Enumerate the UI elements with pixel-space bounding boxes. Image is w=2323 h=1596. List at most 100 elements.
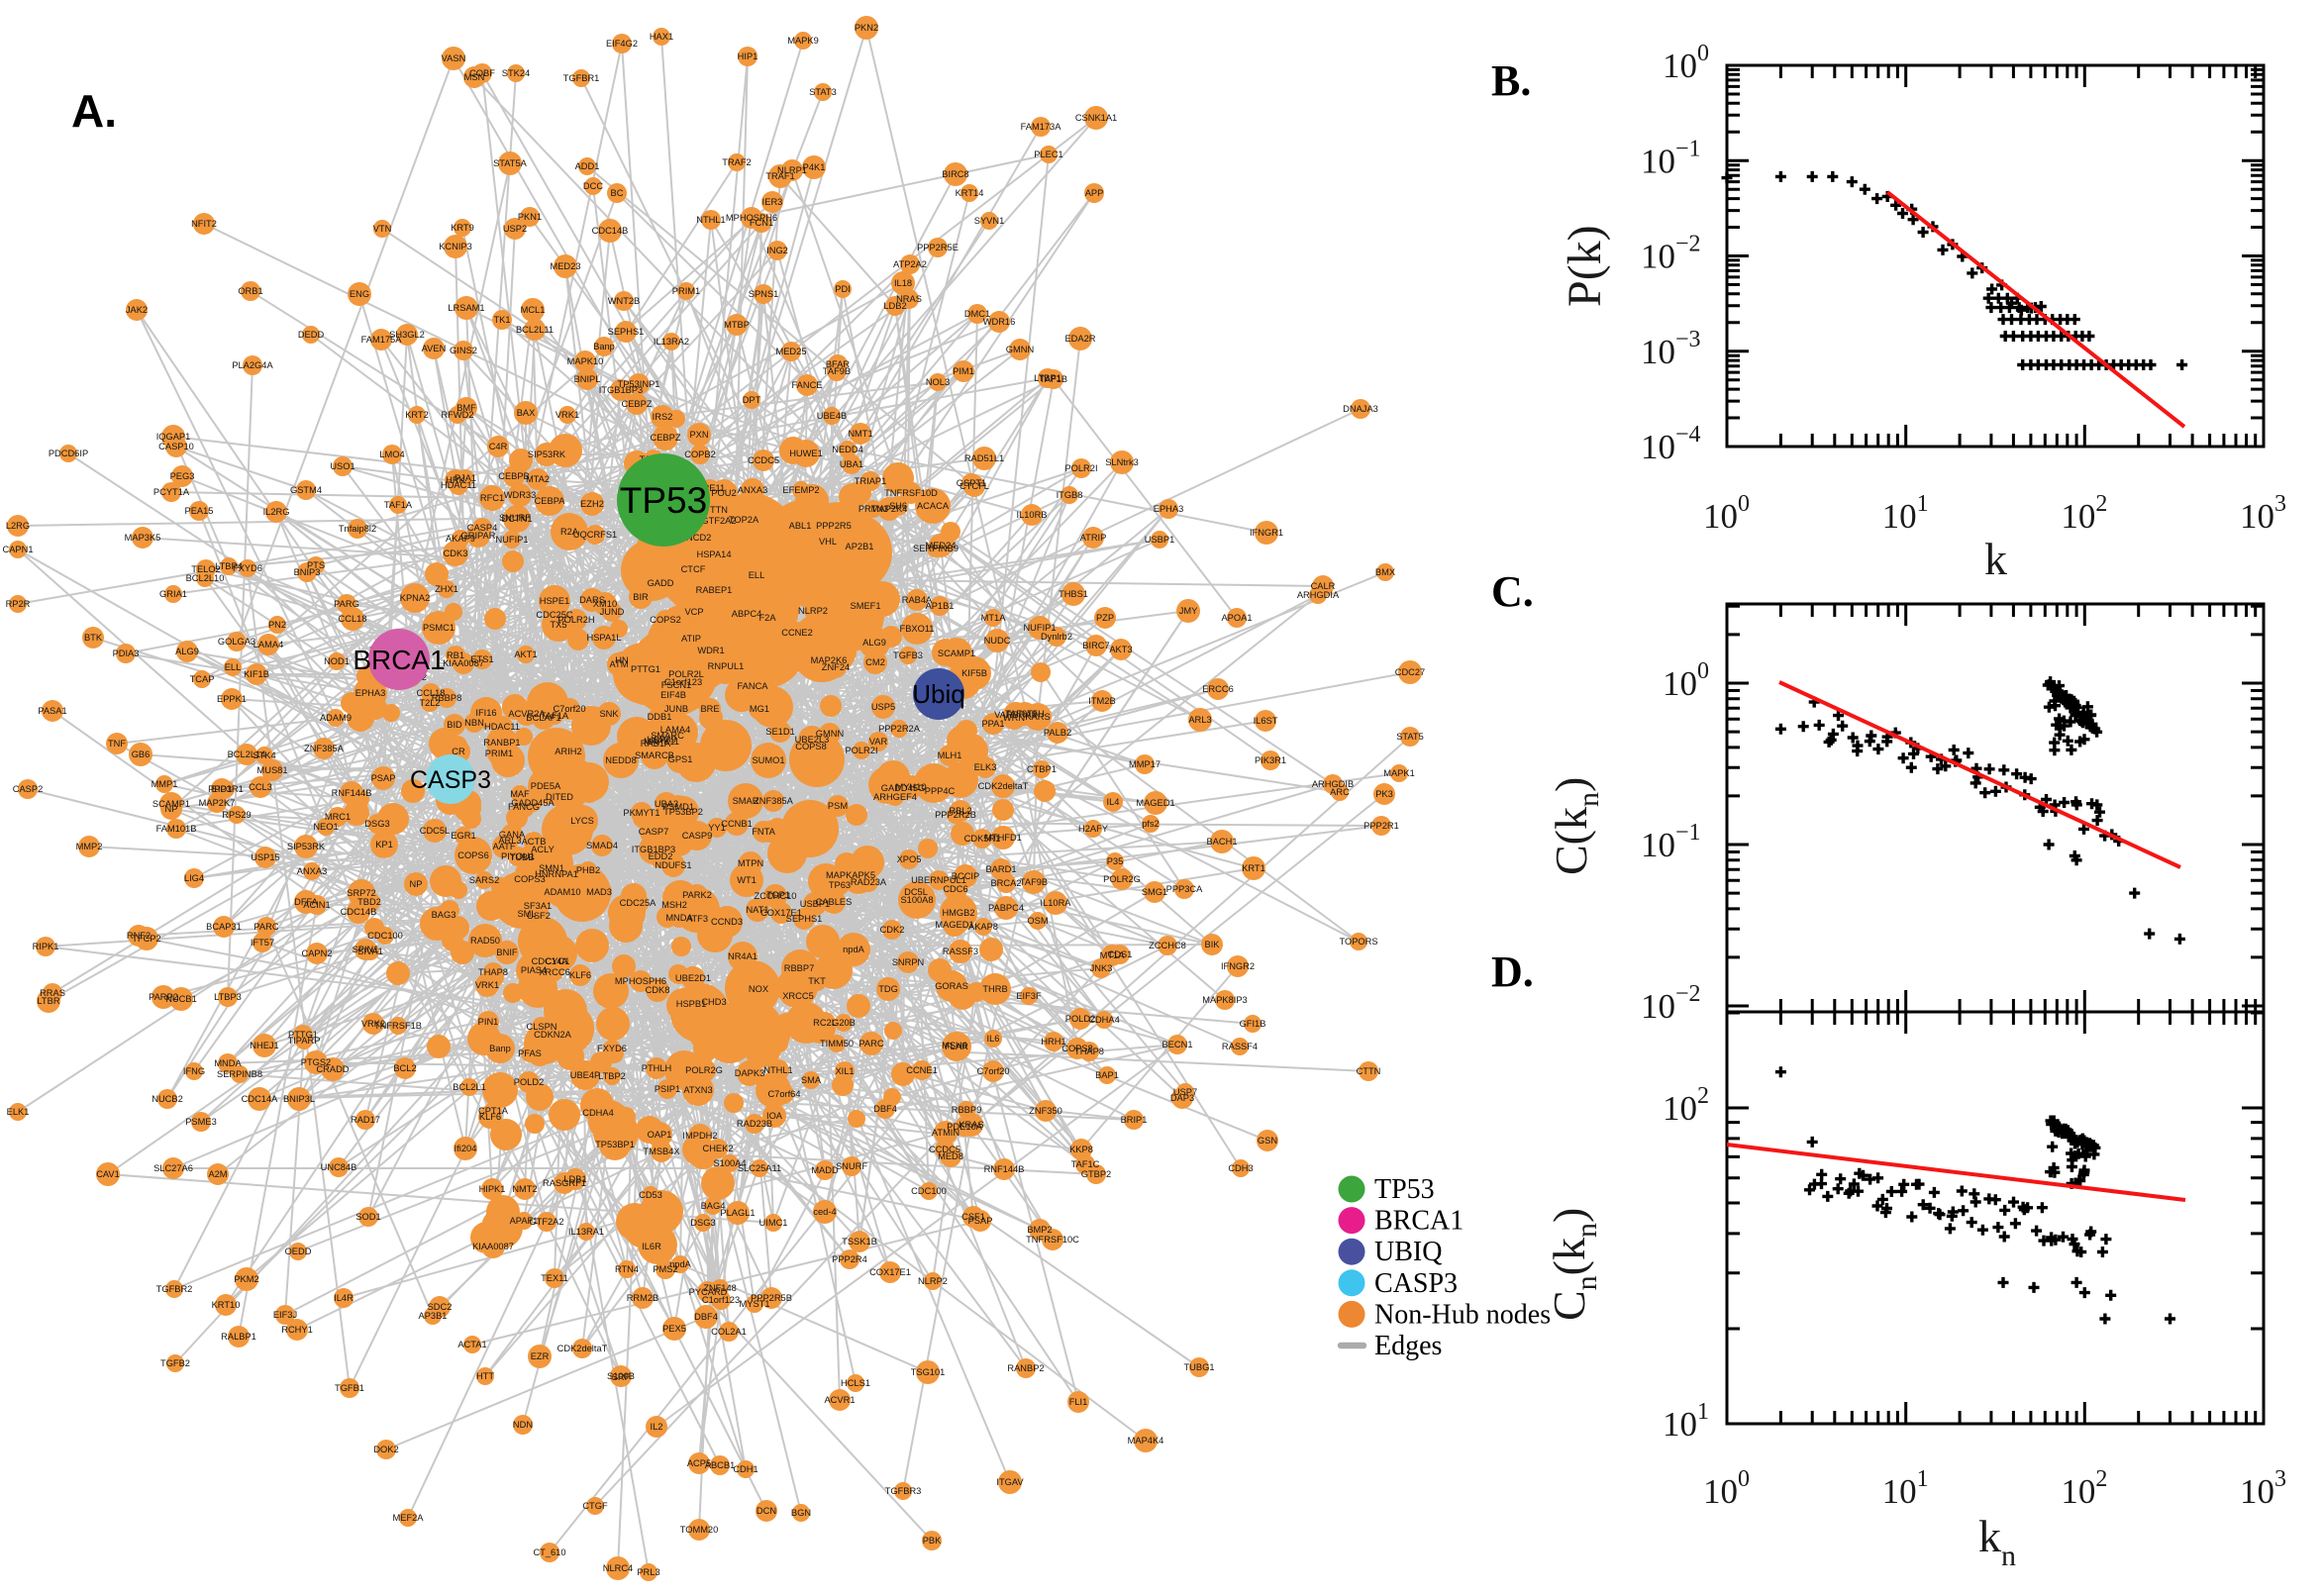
svg-text:PPP3CA: PPP3CA bbox=[1166, 884, 1203, 894]
svg-text:CTCF: CTCF bbox=[681, 564, 706, 574]
svg-text:EDA2R: EDA2R bbox=[1064, 334, 1095, 344]
svg-text:MG1: MG1 bbox=[750, 704, 769, 714]
svg-text:BRCA2: BRCA2 bbox=[990, 878, 1021, 888]
svg-text:KRAS: KRAS bbox=[959, 1120, 983, 1130]
svg-text:NOD1: NOD1 bbox=[324, 656, 350, 666]
svg-text:HTT: HTT bbox=[476, 1371, 494, 1381]
svg-text:AKAP9: AKAP9 bbox=[446, 534, 475, 544]
svg-text:MED24: MED24 bbox=[925, 541, 956, 550]
svg-text:PPP2R4: PPP2R4 bbox=[832, 1254, 867, 1264]
svg-text:MTPN: MTPN bbox=[738, 858, 763, 868]
svg-text:SUMO1: SUMO1 bbox=[752, 755, 784, 765]
svg-text:GSN: GSN bbox=[1258, 1136, 1277, 1146]
svg-text:DC5L: DC5L bbox=[904, 887, 928, 897]
svg-text:EIF3J: EIF3J bbox=[273, 1310, 297, 1320]
svg-text:MRE11: MRE11 bbox=[695, 483, 725, 493]
svg-text:PKN1: PKN1 bbox=[518, 212, 542, 222]
svg-text:KIF5B: KIF5B bbox=[961, 668, 987, 678]
svg-text:GADD45A: GADD45A bbox=[511, 798, 555, 808]
svg-text:T2L2: T2L2 bbox=[419, 698, 440, 708]
svg-text:TP53: TP53 bbox=[620, 480, 707, 521]
svg-text:POLR2I: POLR2I bbox=[1064, 463, 1097, 473]
svg-text:TIPARP: TIPARP bbox=[288, 1036, 321, 1046]
svg-text:BFAR: BFAR bbox=[826, 359, 851, 369]
svg-text:BECN1: BECN1 bbox=[1162, 1040, 1192, 1049]
svg-text:KLF6: KLF6 bbox=[569, 970, 591, 980]
svg-text:IER3: IER3 bbox=[762, 197, 783, 207]
svg-text:FANCA: FANCA bbox=[738, 681, 769, 691]
svg-text:DCTN1: DCTN1 bbox=[502, 514, 533, 524]
svg-text:HRK: HRK bbox=[446, 475, 465, 485]
svg-text:UQCRFS1: UQCRFS1 bbox=[573, 530, 617, 540]
svg-text:DDB1: DDB1 bbox=[648, 712, 672, 722]
svg-text:NLRP2: NLRP2 bbox=[798, 606, 828, 616]
svg-text:BAP1: BAP1 bbox=[1095, 1070, 1119, 1080]
svg-text:MPHOSPH6: MPHOSPH6 bbox=[726, 213, 777, 223]
svg-text:DCN: DCN bbox=[757, 1506, 776, 1516]
svg-text:RAB1A: RAB1A bbox=[641, 739, 671, 748]
svg-text:RB1: RB1 bbox=[447, 650, 464, 660]
svg-text:TBD2: TBD2 bbox=[357, 897, 381, 907]
svg-text:ZNF148: ZNF148 bbox=[703, 1283, 737, 1293]
svg-text:MAP2K4: MAP2K4 bbox=[871, 504, 908, 514]
svg-text:IL6: IL6 bbox=[987, 1034, 1000, 1044]
svg-text:KCNIP3: KCNIP3 bbox=[439, 242, 472, 251]
svg-text:HSPE1: HSPE1 bbox=[540, 596, 570, 606]
svg-text:NDN: NDN bbox=[513, 1420, 533, 1430]
svg-text:CHEK2: CHEK2 bbox=[702, 1144, 733, 1153]
svg-text:CD53: CD53 bbox=[639, 1190, 662, 1200]
svg-text:S100B: S100B bbox=[607, 1371, 635, 1381]
svg-text:KIF1B: KIF1B bbox=[244, 669, 269, 679]
svg-text:JMY: JMY bbox=[1179, 606, 1198, 616]
svg-text:PK3: PK3 bbox=[1375, 789, 1393, 799]
svg-text:ARC: ARC bbox=[1330, 787, 1350, 797]
svg-text:PTTG1: PTTG1 bbox=[631, 664, 660, 674]
svg-text:SIVA1: SIVA1 bbox=[357, 947, 383, 956]
svg-text:CDC100: CDC100 bbox=[911, 1186, 947, 1196]
svg-text:IFI16: IFI16 bbox=[475, 708, 496, 718]
svg-text:ARHGDIB: ARHGDIB bbox=[1312, 779, 1354, 789]
svg-text:THAP8: THAP8 bbox=[478, 967, 508, 977]
svg-text:PTGS2: PTGS2 bbox=[301, 1057, 331, 1067]
svg-text:ELL: ELL bbox=[225, 662, 242, 672]
svg-text:IOA: IOA bbox=[766, 1111, 783, 1121]
svg-text:PSM: PSM bbox=[828, 801, 848, 811]
svg-text:VAR: VAR bbox=[869, 737, 888, 747]
svg-text:ZHX1: ZHX1 bbox=[435, 584, 458, 594]
svg-text:PRTN3: PRTN3 bbox=[858, 504, 888, 514]
svg-text:TIMM50: TIMM50 bbox=[820, 1039, 854, 1048]
svg-text:PSMD1: PSMD1 bbox=[662, 802, 694, 812]
svg-text:CDK2deltaT: CDK2deltaT bbox=[978, 781, 1029, 791]
svg-text:TAF1A: TAF1A bbox=[541, 711, 569, 721]
svg-text:RBL2: RBL2 bbox=[949, 806, 971, 816]
svg-text:OEDD: OEDD bbox=[285, 1247, 312, 1256]
svg-text:TOP1: TOP1 bbox=[766, 890, 790, 900]
svg-text:APP: APP bbox=[1085, 188, 1104, 198]
svg-text:P4K1: P4K1 bbox=[803, 162, 826, 172]
svg-text:ADAM9: ADAM9 bbox=[320, 713, 352, 723]
svg-text:LMO4: LMO4 bbox=[379, 449, 404, 459]
svg-text:SMAD4: SMAD4 bbox=[586, 841, 618, 850]
svg-text:STK4: STK4 bbox=[252, 750, 275, 760]
svg-text:GRIA1: GRIA1 bbox=[159, 589, 187, 599]
svg-text:TP53BP1: TP53BP1 bbox=[595, 1140, 635, 1149]
svg-text:LTBP3: LTBP3 bbox=[214, 992, 242, 1002]
svg-text:MAGED1: MAGED1 bbox=[935, 920, 973, 930]
svg-text:TGFBR1: TGFBR1 bbox=[563, 73, 600, 83]
svg-text:UBE2D1: UBE2D1 bbox=[675, 973, 711, 983]
svg-text:BNIF: BNIF bbox=[496, 948, 517, 957]
svg-text:BMP2: BMP2 bbox=[1027, 1225, 1052, 1235]
svg-text:TP53BP2: TP53BP2 bbox=[663, 807, 703, 817]
svg-text:UBERNPUL1: UBERNPUL1 bbox=[911, 875, 966, 885]
svg-text:ced-4: ced-4 bbox=[813, 1207, 836, 1217]
svg-text:LTBR: LTBR bbox=[37, 996, 59, 1006]
svg-text:ALG9: ALG9 bbox=[175, 647, 199, 656]
svg-text:SLNtrk3: SLNtrk3 bbox=[1105, 457, 1139, 467]
svg-text:DBF4: DBF4 bbox=[694, 1312, 718, 1322]
svg-text:FANCD2: FANCD2 bbox=[675, 533, 712, 543]
svg-text:PARC: PARC bbox=[253, 922, 278, 932]
svg-text:TNFRSF10D: TNFRSF10D bbox=[884, 488, 938, 498]
svg-text:CCNE2: CCNE2 bbox=[781, 628, 813, 638]
svg-text:FSCN1: FSCN1 bbox=[661, 680, 691, 690]
svg-text:EPPK1: EPPK1 bbox=[217, 694, 247, 704]
